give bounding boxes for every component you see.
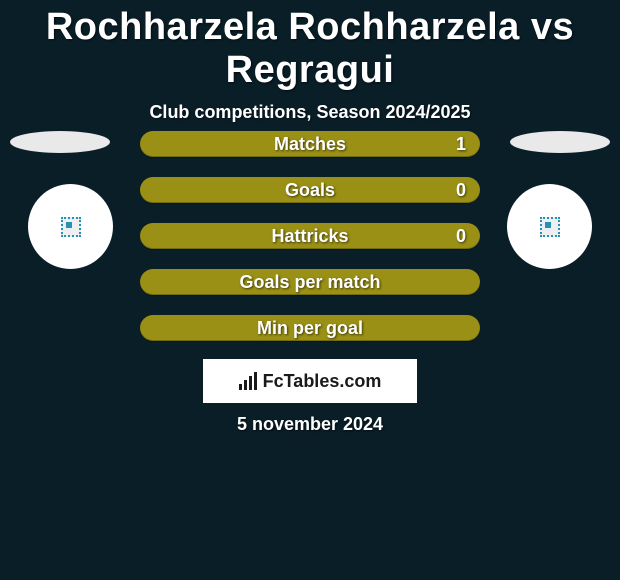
stat-label: Hattricks (140, 223, 480, 249)
stat-row: Goals 0 (140, 177, 480, 203)
stats-list: Matches 1 Goals 0 Hattricks 0 Goals per … (140, 131, 480, 361)
source-label: FcTables.com (263, 371, 382, 392)
page-title: Rochharzela Rochharzela vs Regragui (0, 6, 620, 92)
bar-chart-icon (239, 372, 257, 390)
stat-row: Min per goal (140, 315, 480, 341)
club-badge-right (507, 184, 592, 269)
stat-row: Hattricks 0 (140, 223, 480, 249)
stat-label: Min per goal (140, 315, 480, 341)
stat-value: 0 (456, 223, 466, 249)
club-badge-left (28, 184, 113, 269)
comparison-card: Rochharzela Rochharzela vs Regragui Club… (0, 6, 620, 580)
image-placeholder-icon (540, 217, 560, 237)
stat-row: Matches 1 (140, 131, 480, 157)
player-shadow-right (510, 131, 610, 153)
source-plaque: FcTables.com (203, 359, 417, 403)
stat-label: Goals per match (140, 269, 480, 295)
date-label: 5 november 2024 (0, 414, 620, 435)
stat-label: Goals (140, 177, 480, 203)
player-shadow-left (10, 131, 110, 153)
stat-value: 0 (456, 177, 466, 203)
stat-label: Matches (140, 131, 480, 157)
page-subtitle: Club competitions, Season 2024/2025 (0, 102, 620, 123)
image-placeholder-icon (61, 217, 81, 237)
stat-row: Goals per match (140, 269, 480, 295)
stat-value: 1 (456, 131, 466, 157)
